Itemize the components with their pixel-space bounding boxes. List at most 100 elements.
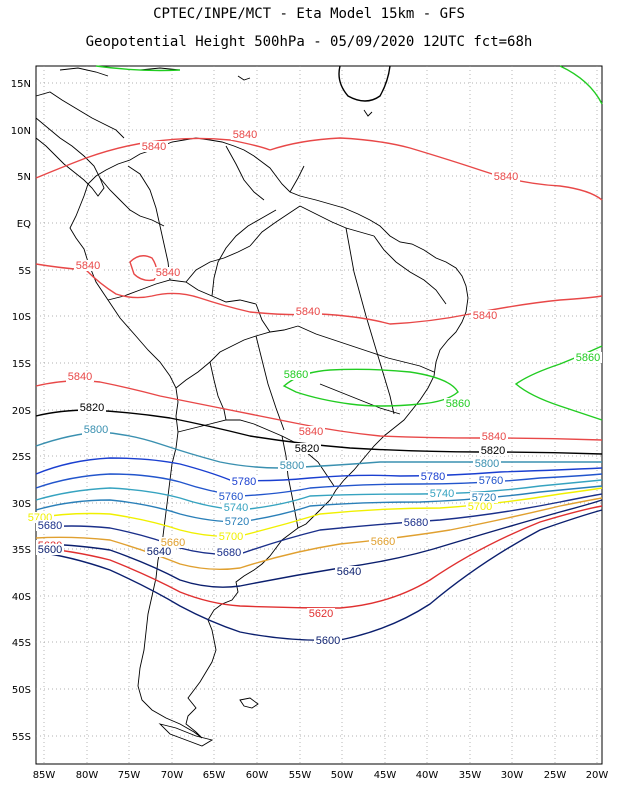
- longitude-label: 65W: [203, 770, 226, 781]
- contour-label-bg: [574, 352, 602, 363]
- contour-value-labels: 5840 5840 5840 5840 5840 5840 5840 5840 5840 5840…: [26, 129, 602, 647]
- longitude-label: 30W: [501, 770, 524, 781]
- contour-label-bg: [466, 501, 494, 512]
- contour-label: 5840: [76, 260, 100, 272]
- contour-label-bg: [471, 310, 499, 321]
- contour-label-bg: [217, 531, 245, 542]
- contour-label-bg: [314, 635, 342, 646]
- contour-label-bg: [154, 267, 182, 278]
- longitude-label: 80W: [76, 770, 99, 781]
- contour-label: 5680: [404, 517, 428, 529]
- latitude-labels: 15N 10N 5N EQ 5S 10S 15S 20S 25S 30S 35S 40S 45S 50S 5…: [11, 79, 31, 743]
- contour-label-bg: [217, 491, 245, 502]
- contour-label: 5640: [337, 566, 361, 578]
- map-title-line1: CPTEC/INPE/MCT - Eta Model 15km - GFS: [153, 6, 465, 22]
- contour-label-bg: [36, 520, 64, 531]
- contour-label-bg: [307, 608, 335, 619]
- coastline: [35, 67, 469, 747]
- contour-label: 5700: [468, 501, 492, 513]
- contour-label-bg: [66, 371, 94, 382]
- contour-label-bg: [222, 502, 250, 513]
- latitude-label: 30S: [12, 499, 31, 510]
- contour-lines: [35, 65, 603, 642]
- longitude-label: 55W: [289, 770, 312, 781]
- contour-label-bg: [230, 476, 258, 487]
- contour-label-bg: [297, 426, 325, 437]
- contour-label: 5820: [295, 443, 319, 455]
- latitude-label: 15N: [11, 79, 31, 90]
- longitude-label: 45W: [374, 770, 397, 781]
- latitude-label: 20S: [12, 406, 31, 417]
- contour-label: 5740: [224, 502, 248, 514]
- longitude-labels: 85W 80W 75W 70W 65W 60W 55W 50W 45W 40W 35W 30W 25W 2…: [33, 770, 609, 781]
- contour-label: 5760: [219, 491, 243, 503]
- contour-label: 5860: [284, 369, 308, 381]
- contour-label-bg: [282, 369, 310, 380]
- contour-label: 5840: [473, 310, 497, 322]
- contour-label: 5840: [299, 426, 323, 438]
- longitude-label: 35W: [459, 770, 482, 781]
- latitude-label: 55S: [12, 732, 31, 743]
- longitude-label: 50W: [331, 770, 354, 781]
- contour-label: 5820: [481, 445, 505, 457]
- latitude-label: 50S: [12, 685, 31, 696]
- latitude-label: 10N: [11, 126, 31, 137]
- contour-label-bg: [215, 547, 243, 558]
- contour-label: 5840: [142, 141, 166, 153]
- contour-label-bg: [335, 566, 363, 577]
- contour-label: 5840: [482, 431, 506, 443]
- latitude-label: 35S: [12, 545, 31, 556]
- latitude-label: 45S: [12, 638, 31, 649]
- contour-label-bg: [278, 460, 306, 471]
- contour-label-bg: [140, 141, 168, 152]
- contour-label-bg: [36, 544, 64, 555]
- map-frame: [35, 65, 603, 765]
- contour-label-bg: [479, 445, 507, 456]
- contour-label: 5840: [296, 306, 320, 318]
- contour-label-bg: [492, 171, 520, 182]
- longitude-label: 40W: [416, 770, 439, 781]
- contour-label: 5860: [576, 352, 600, 364]
- contour-label-bg: [223, 516, 251, 527]
- latitude-label: 40S: [12, 592, 31, 603]
- contour-label: 5780: [232, 476, 256, 488]
- contour-label: 5840: [494, 171, 518, 183]
- contour-label: 5720: [225, 516, 249, 528]
- contour-label: 5660: [371, 536, 395, 548]
- contour-label-bg: [470, 492, 498, 503]
- latitude-label: 5S: [18, 266, 31, 277]
- longitude-label: 75W: [118, 770, 141, 781]
- contour-label-bg: [402, 517, 430, 528]
- latitude-label: 10S: [12, 312, 31, 323]
- contour-label: 5800: [84, 424, 108, 436]
- contour-label-bg: [294, 306, 322, 317]
- longitude-label: 85W: [33, 770, 56, 781]
- contour-label: 5800: [475, 458, 499, 470]
- latitude-label: EQ: [17, 219, 31, 230]
- contour-label-bg: [82, 424, 110, 435]
- contour-label-bg: [293, 443, 321, 454]
- contour-label-bg: [145, 546, 173, 557]
- contour-label-bg: [473, 458, 501, 469]
- contour-label-bg: [369, 536, 397, 547]
- contour-label-bg: [480, 431, 508, 442]
- contour-label-bg: [78, 402, 106, 413]
- contour-label: 5800: [280, 460, 304, 472]
- contour-label: 5600: [38, 544, 62, 556]
- latitude-label: 25S: [12, 452, 31, 463]
- contour-label: 5740: [430, 488, 454, 500]
- contour-label-bg: [26, 512, 54, 523]
- contour-label: 5700: [219, 531, 243, 543]
- contour-label: 5840: [156, 267, 180, 279]
- contour-label: 5820: [80, 402, 104, 414]
- contour-label-bg: [231, 129, 259, 140]
- longitude-label: 60W: [246, 770, 269, 781]
- contour-label-bg: [74, 260, 102, 271]
- longitude-label: 70W: [161, 770, 184, 781]
- contour-label: 5600: [316, 635, 340, 647]
- contour-label-bg: [419, 471, 447, 482]
- latitude-label: 15S: [12, 359, 31, 370]
- latitude-label: 5N: [17, 172, 31, 183]
- contour-label: 5680: [217, 547, 241, 559]
